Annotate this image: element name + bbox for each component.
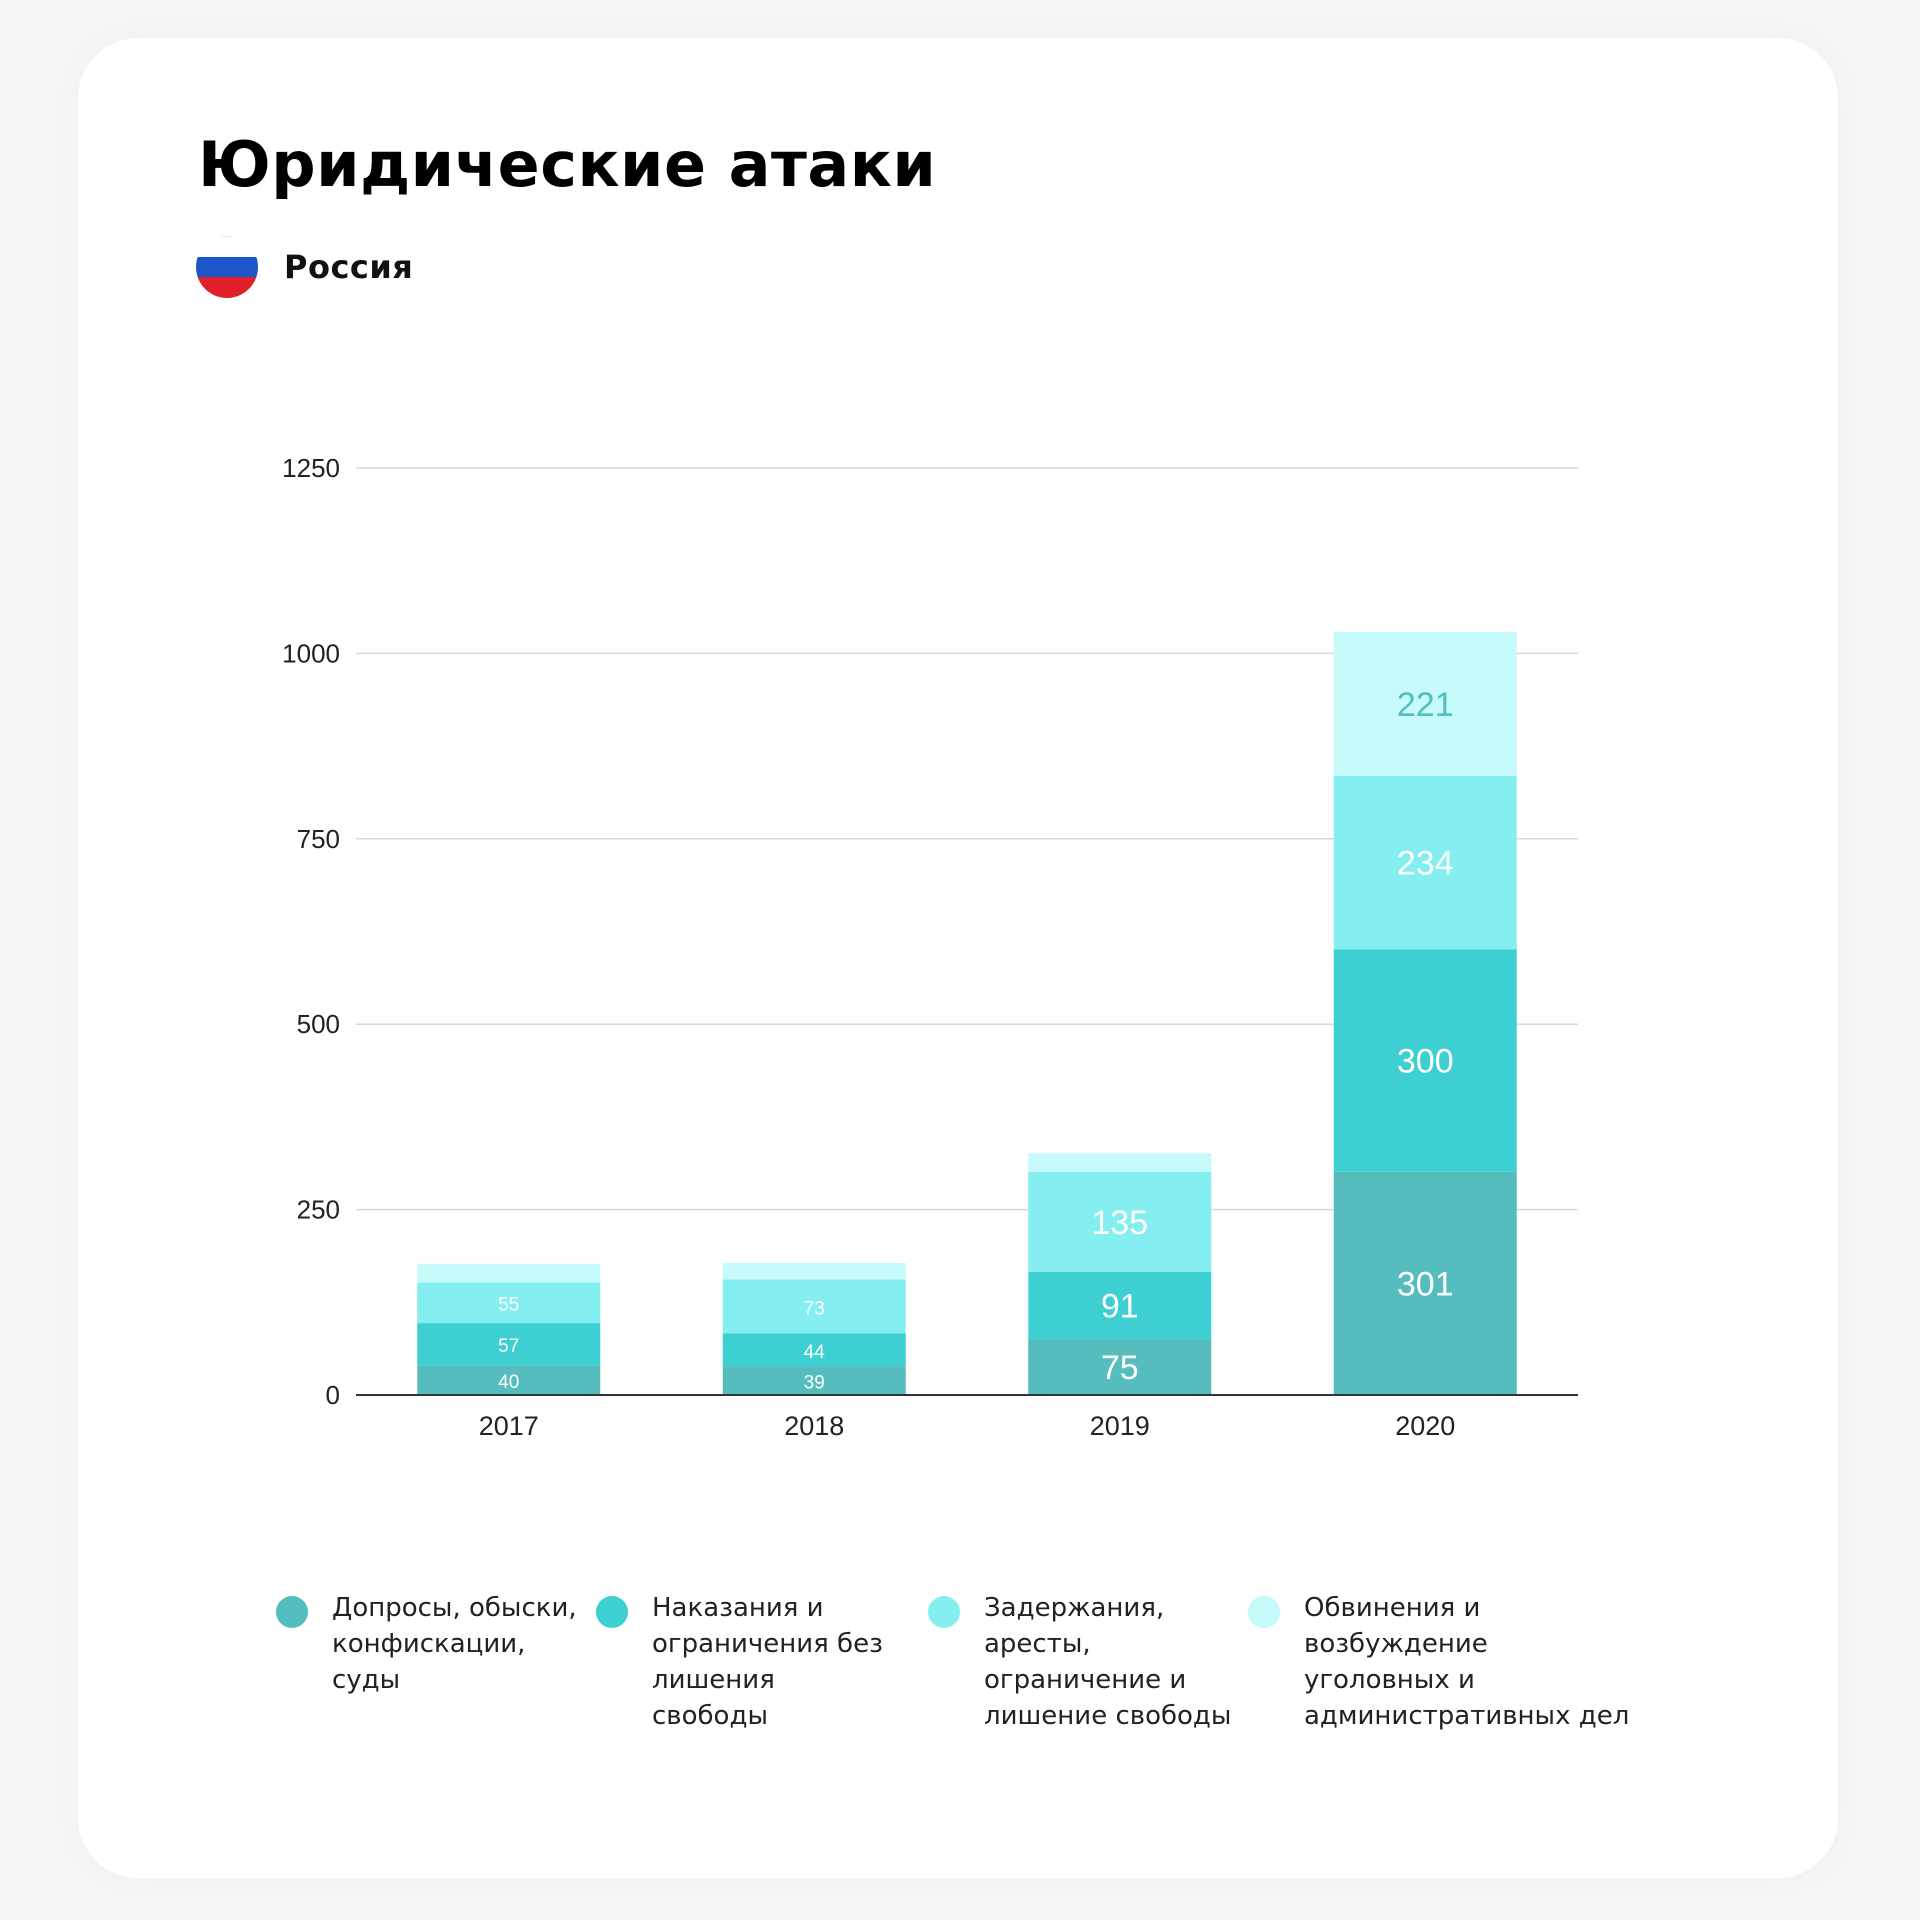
y-tick-label: 0 <box>326 1380 340 1410</box>
chart-legend: Допросы, обыски, конфискации, суды Наказ… <box>0 1590 1920 1750</box>
page-title: Юридические атаки <box>198 128 937 201</box>
bar-segment <box>417 1365 601 1395</box>
data-label: 39 <box>804 1373 825 1394</box>
country-header: Россия <box>196 236 413 298</box>
russia-flag-icon <box>196 236 258 298</box>
legend-item-1: Допросы, обыски, конфискации, суды <box>276 1590 577 1698</box>
bar-segment <box>1333 949 1517 1172</box>
data-label: 221 <box>1397 686 1454 724</box>
bar-segment <box>1333 1171 1517 1395</box>
x-tick-label: 2019 <box>1090 1411 1150 1441</box>
legend-label-1: Допросы, обыски, конфискации, суды <box>332 1593 577 1695</box>
data-label: 75 <box>1101 1349 1139 1387</box>
data-label: 44 <box>804 1342 826 1363</box>
data-label: 300 <box>1397 1043 1454 1081</box>
data-label: 40 <box>498 1372 519 1393</box>
bar-segment <box>1333 775 1517 950</box>
x-tick-label: 2017 <box>479 1411 539 1441</box>
y-tick-label: 1250 <box>282 453 340 483</box>
bar-segment <box>722 1279 906 1334</box>
legend-swatch-1 <box>276 1596 308 1628</box>
legend-item-2: Наказания и ограничения без лишения своб… <box>596 1590 883 1734</box>
bar-segment <box>1028 1339 1212 1395</box>
data-label: 301 <box>1397 1265 1454 1303</box>
x-tick-label: 2018 <box>784 1411 844 1441</box>
legend-label-3: Задержания, аресты, ограничение и лишени… <box>984 1593 1232 1731</box>
data-label: 55 <box>498 1295 519 1316</box>
y-tick-label: 500 <box>297 1009 340 1039</box>
chart-card <box>78 38 1838 1878</box>
x-tick-label: 2020 <box>1395 1411 1455 1441</box>
bar-segment <box>417 1282 601 1324</box>
bar-segment <box>417 1263 601 1283</box>
data-label: 135 <box>1091 1204 1148 1242</box>
y-tick-label: 1000 <box>282 638 340 668</box>
bar-segment <box>722 1333 906 1367</box>
y-tick-label: 250 <box>297 1195 340 1225</box>
legend-swatch-4 <box>1248 1596 1280 1628</box>
legend-swatch-2 <box>596 1596 628 1628</box>
country-label: Россия <box>284 248 414 286</box>
bar-segment <box>1028 1171 1212 1272</box>
bar-segment <box>722 1366 906 1395</box>
bar-segment <box>1333 631 1517 776</box>
data-label: 57 <box>498 1336 519 1357</box>
y-tick-label: 750 <box>297 824 340 854</box>
stacked-bar-chart: 0 250 500 750 1000 1250 40 57 55 2017 39 44 73 2018 75… <box>282 453 1578 1441</box>
legend-swatch-3 <box>928 1596 960 1628</box>
legend-item-3: Задержания, аресты, ограничение и лишени… <box>928 1590 1231 1734</box>
data-label: 234 <box>1397 845 1454 883</box>
data-label: 91 <box>1101 1288 1139 1326</box>
legend-label-2: Наказания и ограничения без лишения своб… <box>652 1593 883 1731</box>
legend-item-4: Обвинения и возбуждение уголовных и адми… <box>1248 1590 1629 1734</box>
bar-segment <box>417 1323 601 1366</box>
bar-segment <box>1028 1271 1212 1340</box>
data-label: 73 <box>804 1298 825 1319</box>
bar-segment <box>1028 1153 1212 1172</box>
bar-segment <box>722 1262 906 1280</box>
legend-label-4: Обвинения и возбуждение уголовных и адми… <box>1304 1593 1630 1731</box>
